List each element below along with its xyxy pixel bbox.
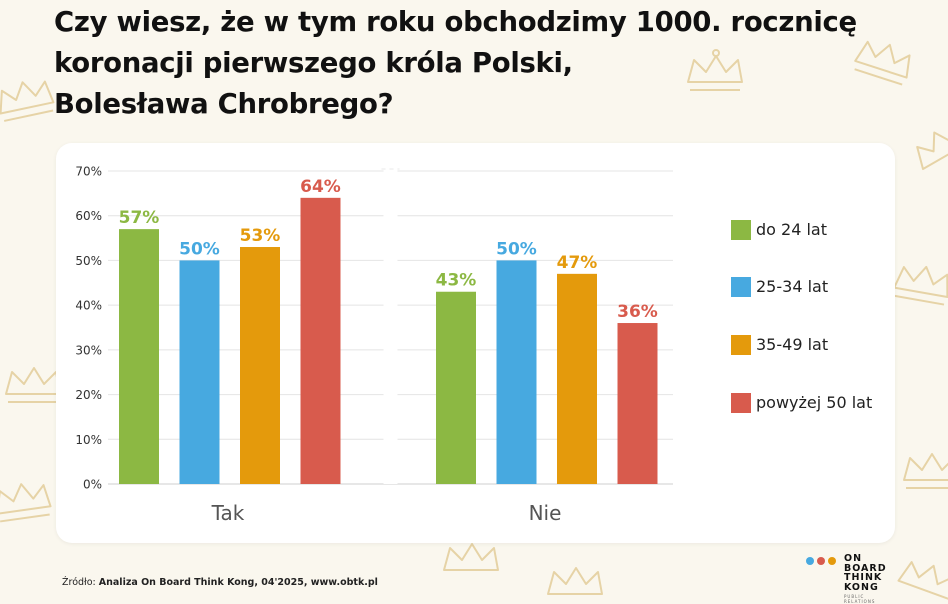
logo-subtitle: PUBLIC RELATIONS xyxy=(844,594,876,604)
bar xyxy=(436,291,476,484)
page-title: Czy wiesz, że w tym roku obchodzimy 1000… xyxy=(54,2,934,125)
crown-icon xyxy=(443,543,499,571)
source-text: Analiza On Board Think Kong, 04'2025, ww… xyxy=(98,577,378,588)
crown-icon xyxy=(903,453,948,489)
legend-label: 25-34 lat xyxy=(756,277,829,296)
legend-swatch xyxy=(731,393,751,413)
bar xyxy=(617,323,658,484)
legend-swatch xyxy=(731,220,751,240)
title-line-1: Czy wiesz, że w tym roku obchodzimy 1000… xyxy=(54,6,857,38)
y-tick-label: 30% xyxy=(75,343,102,357)
y-tick-label: 20% xyxy=(75,388,102,402)
y-tick-label: 70% xyxy=(75,165,102,179)
bar-chart: 0% 10% 20% 30% 40% 50% 60% 70% 57% 50% 53% 64% Tak 43… xyxy=(75,161,673,525)
crown-icon xyxy=(547,567,603,595)
title-line-2: koronacji pierwszego króla Polski, xyxy=(54,47,573,79)
data-label: 50% xyxy=(496,239,537,259)
legend-swatch xyxy=(731,277,751,297)
logo-dot-red xyxy=(817,557,825,565)
bar xyxy=(496,260,537,484)
data-label: 53% xyxy=(240,226,281,246)
source-note: Źródło: Analiza On Board Think Kong, 04'… xyxy=(62,577,378,588)
y-tick-label: 40% xyxy=(75,299,102,313)
crown-icon xyxy=(0,483,52,523)
logo-dot-blue xyxy=(806,557,814,565)
data-label: 64% xyxy=(300,177,341,197)
data-label: 36% xyxy=(617,302,658,322)
source-label: Źródło: xyxy=(62,577,99,588)
bar xyxy=(179,260,220,484)
crown-icon xyxy=(5,367,61,403)
title-line-3: Bolesława Chrobrego? xyxy=(54,88,394,120)
data-label: 43% xyxy=(436,271,477,291)
legend-swatch xyxy=(731,335,751,355)
y-tick-label: 50% xyxy=(75,254,102,268)
data-label: 47% xyxy=(557,253,598,273)
bar xyxy=(119,229,159,484)
logo-line: KONG xyxy=(844,581,879,593)
logo-line: ON xyxy=(844,553,863,564)
logo-text: ON BOARD THINK KONG xyxy=(844,554,914,592)
legend-label: do 24 lat xyxy=(756,220,827,239)
legend-label: 35-49 lat xyxy=(756,335,829,354)
data-label: 57% xyxy=(119,208,160,228)
x-category-label: Tak xyxy=(211,501,245,525)
logo-line: BOARD xyxy=(844,562,887,574)
logo-line: THINK xyxy=(844,572,883,583)
legend-label: powyżej 50 lat xyxy=(756,393,873,412)
bar xyxy=(240,247,280,484)
crown-icon xyxy=(893,265,948,306)
x-category-label: Nie xyxy=(529,501,562,525)
y-tick-label: 60% xyxy=(75,209,102,223)
crown-icon xyxy=(916,124,948,171)
y-tick-label: 10% xyxy=(75,433,102,447)
logo-dot-orange xyxy=(828,557,836,565)
crown-icon xyxy=(0,80,55,122)
data-label: 50% xyxy=(179,239,220,259)
y-tick-label: 0% xyxy=(83,478,102,492)
bar xyxy=(557,273,597,484)
bar xyxy=(300,197,341,485)
